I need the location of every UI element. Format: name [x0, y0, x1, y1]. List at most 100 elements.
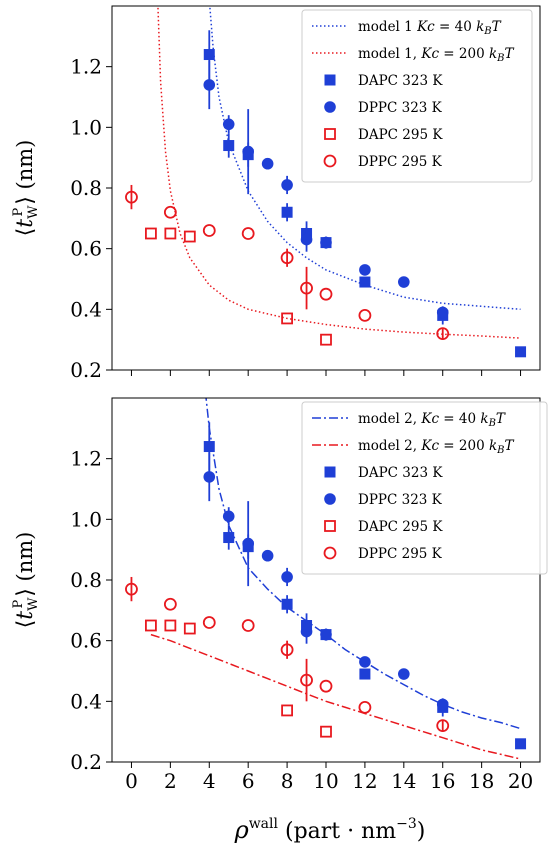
data-point [163, 597, 177, 611]
y-tick-label: 0.2 [70, 750, 102, 774]
data-point [203, 79, 216, 91]
legend-label: DAPC 295 K [358, 519, 443, 535]
legend-label: DAPC 295 K [358, 127, 443, 143]
data-point [436, 306, 449, 319]
data-point [281, 598, 293, 610]
data-point [261, 157, 274, 170]
data-point [359, 656, 371, 668]
series-dapc-295-k [145, 227, 332, 346]
data-point [203, 471, 216, 483]
x-tick-label: 20 [508, 769, 533, 793]
x-tick-label: 10 [313, 769, 338, 793]
legend-marker-swatch [324, 466, 336, 478]
y-tick-label: 1.2 [70, 447, 102, 471]
data-point [515, 346, 527, 358]
series-dppc-295-k [125, 576, 450, 732]
legend-label: DPPC 295 K [358, 154, 443, 170]
data-point [281, 179, 293, 191]
legend-label: model 2, Kc = 40 kBT [358, 411, 506, 429]
data-point [320, 333, 332, 346]
legend-label: DAPC 323 K [358, 465, 443, 481]
data-point [183, 230, 196, 243]
legend-label: model 1, Kc = 200 kBT [358, 46, 515, 64]
data-point [281, 206, 293, 218]
data-point [202, 616, 216, 629]
data-point [320, 236, 332, 249]
data-point [163, 205, 177, 219]
x-axis-label: ρwall (part · nm−3) [234, 816, 426, 844]
data-point [261, 549, 274, 562]
data-point [320, 628, 332, 641]
legend-label: DPPC 323 K [358, 100, 443, 116]
x-tick-label: 14 [391, 769, 416, 793]
data-point [300, 625, 313, 638]
legend-box [301, 9, 533, 183]
data-point [319, 287, 333, 301]
data-point [320, 725, 332, 738]
y-tick-label: 0.4 [70, 297, 102, 321]
y-tick-label: 0.2 [70, 358, 102, 382]
data-point [359, 264, 371, 276]
legend-marker-swatch [323, 546, 337, 560]
data-point [222, 118, 235, 131]
y-axis-label: ⟨tWP⟩ (nm) [11, 140, 41, 237]
data-point [241, 619, 255, 632]
data-point [436, 327, 450, 341]
y-tick-label: 0.8 [70, 568, 102, 592]
y-tick-label: 1.2 [70, 55, 102, 79]
y-tick-label: 0.6 [70, 237, 102, 261]
data-point [183, 622, 196, 635]
data-point [281, 704, 293, 717]
plot-area [125, 6, 527, 358]
legend-marker-swatch [324, 493, 336, 505]
y-tick-label: 0.4 [70, 689, 102, 713]
legend-marker-swatch [324, 74, 336, 86]
legend-marker-swatch [323, 154, 337, 168]
bottom-panel: 0 2 4 6 8 10 12 14 16 18 20 0.2 0.4 0.6 0.8 1.0 1.2 ⟨tWP⟩… [11, 397, 548, 844]
model-curve-1 [209, 6, 521, 311]
data-point [515, 738, 527, 750]
model-curve-1 [205, 398, 521, 730]
x-tick-label: 12 [352, 769, 377, 793]
legend: model 2, Kc = 40 kBT model 2, Kc = 200 kB… [301, 401, 548, 575]
data-point [164, 227, 177, 240]
y-axis-label: ⟨tWP⟩ (nm) [11, 532, 41, 629]
legend-label: model 1 Kc = 40 kBT [358, 19, 502, 37]
data-point [280, 643, 294, 657]
data-point [241, 227, 255, 240]
legend-marker-swatch [324, 101, 336, 113]
data-point [125, 582, 138, 596]
legend-label: DPPC 295 K [358, 546, 443, 562]
data-point [319, 679, 333, 693]
legend-marker-swatch [324, 128, 336, 140]
data-point [145, 227, 157, 240]
x-tick-label: 2 [164, 769, 177, 793]
x-tick-label: 18 [469, 769, 494, 793]
data-point [300, 233, 313, 246]
data-point [145, 619, 157, 632]
x-tick-label: 0 [125, 769, 138, 793]
model-curve-2 [150, 633, 521, 760]
data-point [202, 224, 216, 237]
data-point [358, 308, 372, 322]
data-point [242, 537, 254, 550]
y-tick-label: 1.0 [70, 115, 102, 139]
legend-label: DPPC 323 K [358, 492, 443, 508]
data-point [398, 668, 410, 680]
data-point [436, 698, 449, 711]
data-point [436, 719, 450, 732]
x-tick-label: 16 [430, 769, 455, 793]
top-panel: 0.2 0.4 0.6 0.8 1.0 1.2 ⟨tWP⟩ (nm) model 1 Kc =… [11, 5, 541, 382]
data-point [281, 312, 293, 325]
data-point [242, 145, 254, 158]
legend-marker-swatch [324, 520, 336, 532]
legend-box [301, 401, 548, 575]
data-point [222, 510, 235, 523]
data-point [223, 140, 235, 152]
data-point [398, 276, 410, 288]
y-tick-label: 0.6 [70, 629, 102, 653]
data-point [281, 571, 293, 583]
plot-area [125, 398, 527, 760]
legend-label: DAPC 323 K [358, 73, 443, 89]
